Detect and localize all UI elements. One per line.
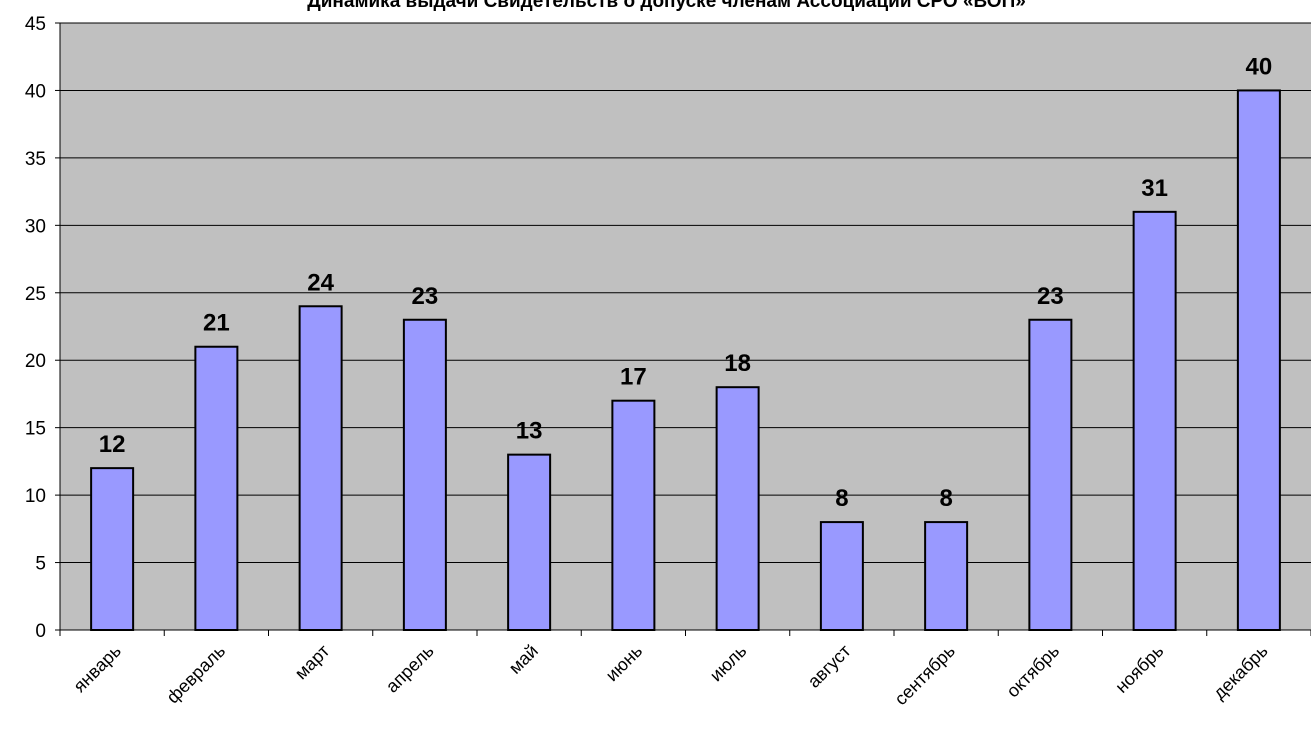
x-tick-labels: январь февраль март апрель май июнь июль август… bbox=[69, 641, 1271, 709]
gridlines bbox=[60, 22, 1311, 564]
x-tick-label: декабрь bbox=[1209, 641, 1272, 704]
bar bbox=[194, 345, 239, 631]
data-label: 12 bbox=[99, 431, 126, 458]
y-tick-label: 5 bbox=[35, 554, 46, 575]
y-tick-label: 15 bbox=[25, 419, 46, 440]
bar bbox=[715, 386, 760, 632]
x-tick-label: май bbox=[505, 641, 542, 678]
data-label: 17 bbox=[620, 364, 647, 391]
x-tick-label: октябрь bbox=[1003, 641, 1064, 702]
plot-area bbox=[60, 23, 1311, 630]
y-tick-label: 40 bbox=[25, 81, 46, 102]
y-tick-label: 10 bbox=[25, 486, 46, 507]
data-label: 40 bbox=[1246, 53, 1273, 80]
bar bbox=[402, 318, 447, 631]
y-axis: 0 5 10 15 20 25 30 35 40 45 bbox=[25, 14, 61, 642]
y-tick-label: 35 bbox=[25, 149, 46, 170]
bar bbox=[1236, 89, 1281, 631]
data-label: 23 bbox=[1037, 283, 1064, 310]
bar bbox=[90, 467, 135, 631]
data-label: 13 bbox=[516, 418, 543, 445]
y-tick-label: 30 bbox=[25, 216, 46, 237]
data-label: 31 bbox=[1141, 175, 1168, 202]
data-label: 21 bbox=[203, 310, 230, 337]
data-labels: 12 21 24 23 13 17 18 8 8 23 31 40 bbox=[99, 53, 1272, 512]
data-label: 18 bbox=[724, 350, 751, 377]
data-label: 8 bbox=[835, 485, 848, 512]
x-tick-label: март bbox=[291, 641, 334, 684]
x-tick-label: февраль bbox=[163, 641, 230, 708]
bar bbox=[1028, 318, 1073, 631]
y-tick-label: 20 bbox=[25, 351, 46, 372]
x-tick-label: сентябрь bbox=[891, 641, 959, 709]
data-label: 8 bbox=[939, 485, 952, 512]
bar bbox=[924, 521, 969, 631]
y-tick-label: 45 bbox=[25, 14, 46, 35]
bars bbox=[90, 89, 1281, 632]
x-axis bbox=[59, 629, 1311, 636]
bar bbox=[298, 305, 343, 631]
bar bbox=[507, 453, 552, 631]
x-tick-label: ноябрь bbox=[1111, 641, 1167, 697]
y-tick-label: 0 bbox=[35, 621, 46, 642]
bar bbox=[819, 521, 864, 631]
x-tick-label: июль bbox=[706, 641, 751, 686]
x-tick-label: июнь bbox=[602, 641, 646, 685]
bar bbox=[611, 399, 656, 632]
x-tick-label: август bbox=[804, 641, 855, 692]
y-tick-label: 25 bbox=[25, 284, 46, 305]
chart-title: Динамика выдачи Свидетельств о допуске ч… bbox=[307, 0, 1026, 12]
x-tick-label: январь bbox=[69, 641, 124, 696]
data-label: 23 bbox=[412, 283, 439, 310]
data-label: 24 bbox=[307, 269, 334, 296]
bar bbox=[1132, 210, 1177, 631]
x-tick-label: апрель bbox=[382, 641, 438, 697]
